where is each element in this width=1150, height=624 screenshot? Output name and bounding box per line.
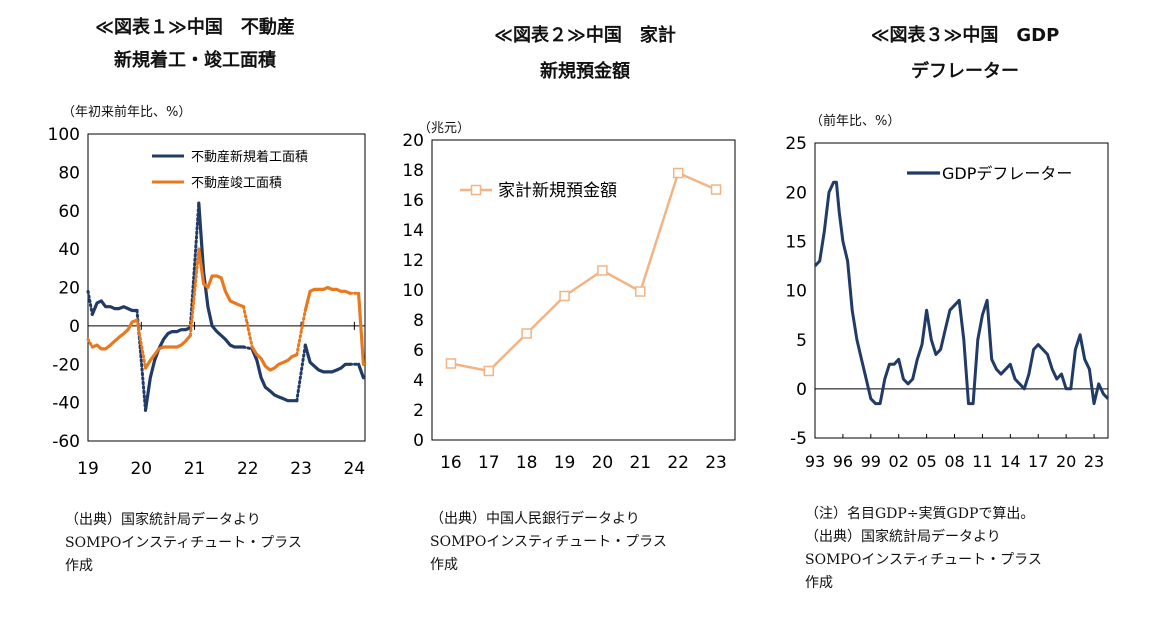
chart1-source-line1: （出典）国家統計局データより <box>65 512 261 528</box>
chart2-data-point <box>483 365 495 377</box>
chart3-note: （注）名目GDP÷実質GDPで算出。 <box>805 506 1035 522</box>
chart3-title-line1: ≪図表３≫中国 GDP <box>870 25 1060 46</box>
chart1-series-line-2 <box>90 247 365 372</box>
chart2-x-tick-label: 19 <box>554 453 576 473</box>
chart2-plot-frame <box>431 139 736 441</box>
chart3-x-tick-label: 05 <box>916 452 936 471</box>
chart1-y-tick-label: 100 <box>48 125 80 145</box>
chart1-series-dotted-connector <box>86 247 361 370</box>
chart1-y-tick-label: 40 <box>58 240 80 260</box>
chart1-x-tick-label: 20 <box>130 459 152 479</box>
chart1-source-line2: SOMPOインスティチュート・プラス <box>65 535 302 551</box>
chart2-y-tick-label: 10 <box>402 281 424 301</box>
chart2-y-tick-label: 2 <box>413 401 424 421</box>
chart3-title-line2: デフレーター <box>911 61 1019 82</box>
chart3-source-line1: （出典）国家統計局データより <box>805 529 1001 545</box>
chart2-y-tick-label: 20 <box>402 131 424 151</box>
chart1-unit-label: （年初来前年比、%） <box>62 105 192 120</box>
chart1-x-tick-label: 19 <box>77 459 99 479</box>
chart2-legend-marker <box>470 184 482 196</box>
chart2-series-line <box>450 171 717 373</box>
chart2-x-tick-label: 23 <box>705 453 727 473</box>
chart3-x-tick-label: 93 <box>805 452 825 471</box>
chart1-y-tick-label: 0 <box>69 317 80 337</box>
chart1-title-line2: 新規着工・竣工面積 <box>114 50 276 71</box>
chart3-x-tick-label: 08 <box>944 452 964 471</box>
chart2-source-line3: 作成 <box>430 557 458 573</box>
chart1-series-line-1 <box>90 201 365 412</box>
chart2-title-line1: ≪図表２≫中国 家計 <box>494 25 676 46</box>
chart2-unit-label: （兆元） <box>418 121 471 136</box>
chart2-y-tick-label: 16 <box>402 191 424 211</box>
chart3-y-tick-label: 0 <box>796 380 807 400</box>
chart3-x-tick-label: 99 <box>861 452 881 471</box>
chart3-y-tick-label: 10 <box>785 282 807 302</box>
chart2-data-point <box>710 184 722 195</box>
chart3-x-tick-label: 11 <box>972 452 992 471</box>
chart3-source-line2: SOMPOインスティチュート・プラス <box>805 552 1042 568</box>
chart3-y-tick-label: 25 <box>785 134 807 154</box>
chart1-source-line3: 作成 <box>65 558 93 574</box>
chart3-unit-label: （前年比、%） <box>810 114 901 129</box>
chart1-y-tick-label: -40 <box>52 394 80 414</box>
chart3-y-tick-label: 15 <box>785 232 807 252</box>
chart1-y-tick-label: -20 <box>52 355 80 375</box>
chart1-legend-label: 不動産新規着工面積 <box>191 149 308 165</box>
chart2-y-tick-label: 4 <box>413 371 424 391</box>
chart2-x-tick-label: 21 <box>629 453 651 473</box>
chart1-x-tick-label: 21 <box>184 459 206 479</box>
chart2-y-tick-label: 18 <box>402 161 424 181</box>
chart2-y-tick-label: 6 <box>413 341 424 361</box>
chart1-y-tick-label: 80 <box>58 163 80 183</box>
chart2-data-point <box>445 358 457 369</box>
chart3-x-tick-label: 23 <box>1084 452 1104 471</box>
chart3-x-tick-label: 96 <box>833 452 853 471</box>
chart3-plot-frame <box>814 142 1109 439</box>
chart3-x-tick-label: 17 <box>1028 452 1048 471</box>
chart2-data-point <box>521 328 532 339</box>
chart2-x-tick-label: 20 <box>592 453 614 473</box>
chart3-legend-label: GDPデフレーター <box>942 164 1072 183</box>
chart3-series-line <box>813 180 1110 406</box>
chart1-y-tick-label: 20 <box>58 279 80 299</box>
chart1-title-line1: ≪図表１≫中国 不動産 <box>95 17 295 38</box>
chart2-source-line2: SOMPOインスティチュート・プラス <box>430 534 667 550</box>
chart1-x-tick-label: 22 <box>237 459 259 479</box>
chart3-x-tick-label: 14 <box>1000 452 1020 471</box>
chart2-x-tick-label: 17 <box>478 453 500 473</box>
chart2-y-tick-label: 12 <box>402 251 424 271</box>
chart2-data-point <box>597 265 608 276</box>
chart1-y-tick-label: 60 <box>58 202 80 222</box>
chart1-series-dotted-connector <box>86 201 361 412</box>
chart2-data-point <box>672 167 684 179</box>
chart3-y-tick-label: 5 <box>796 331 807 351</box>
chart2-data-point <box>559 290 570 302</box>
chart2-y-tick-label: 0 <box>413 431 424 451</box>
chart2-y-tick-label: 8 <box>413 311 424 331</box>
chart2-x-tick-label: 18 <box>516 453 538 473</box>
chart2-source-line1: （出典）中国人民銀行データより <box>430 511 640 527</box>
chart1-svg: -60 -40 -20 0 20 40 60 80 100 19 20 21 22 23 24 不動産新規着工… <box>48 125 366 479</box>
chart1-x-tick-label: 24 <box>344 459 366 479</box>
chart1-legend-label: 不動産竣工面積 <box>191 175 282 191</box>
chart2-x-tick-label: 16 <box>440 453 462 473</box>
chart2-x-tick-label: 22 <box>667 453 689 473</box>
chart3-x-tick-label: 20 <box>1056 452 1076 471</box>
chart2-title-line2: 新規預金額 <box>540 61 630 82</box>
chart2-data-point <box>635 286 646 297</box>
chart3-y-tick-label: 20 <box>785 183 807 203</box>
chart1-x-tick-label: 23 <box>290 459 312 479</box>
chart1-y-tick-label: -60 <box>52 432 80 452</box>
chart2-y-tick-label: 14 <box>402 221 424 241</box>
chart2-svg: 0 2 4 6 8 10 12 14 16 18 20 16 17 18 19 20 21 22 23 家計新規預金額 <box>402 131 736 473</box>
chart3-source-line3: 作成 <box>805 575 833 591</box>
chart3-x-tick-label: 02 <box>889 452 909 471</box>
chart1-plot-frame <box>87 133 366 442</box>
chart2-legend-label: 家計新規預金額 <box>498 181 617 201</box>
chart3-y-tick-label: -5 <box>790 429 807 449</box>
